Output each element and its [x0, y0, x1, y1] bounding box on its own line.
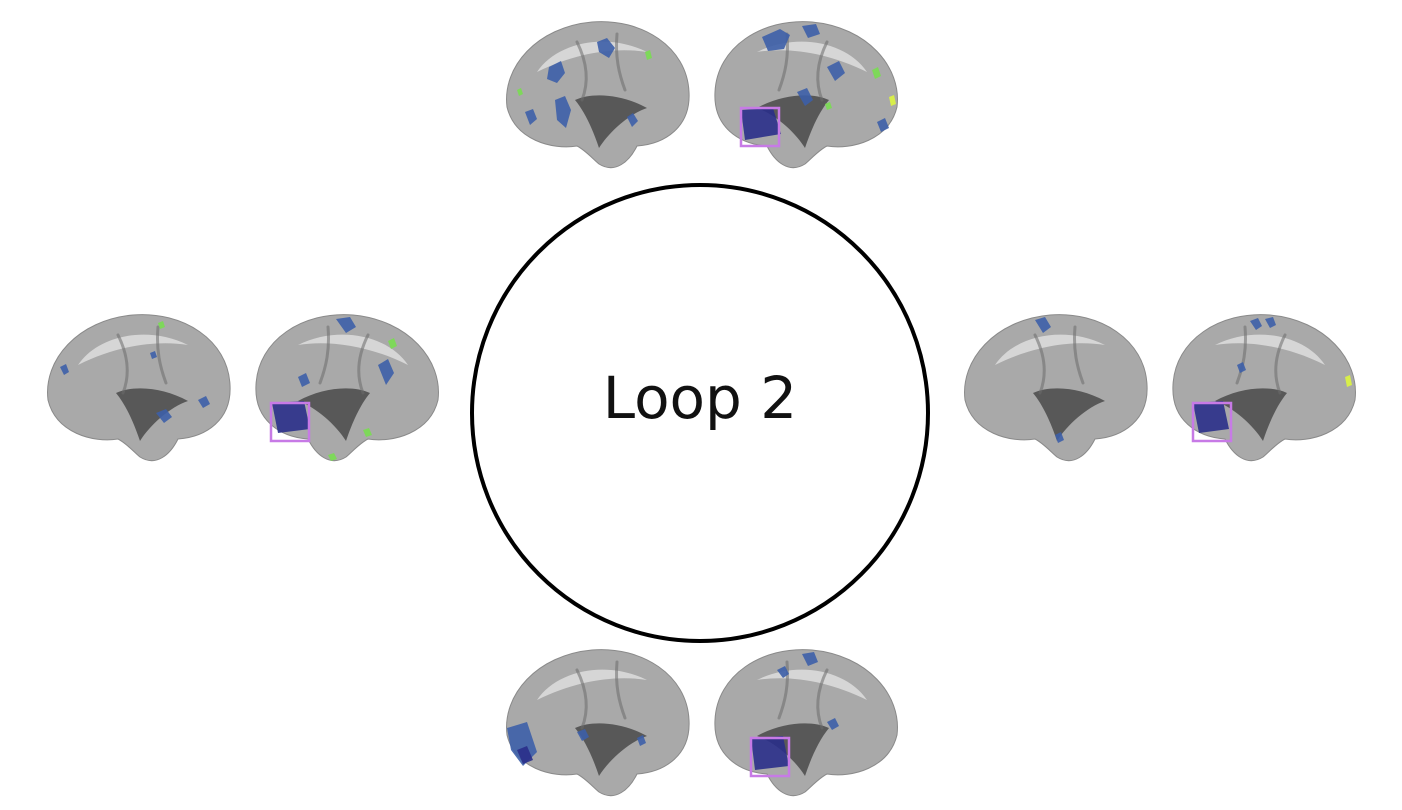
loop-label: Loop 2	[602, 364, 798, 432]
brain-right-hemisphere	[707, 12, 907, 182]
brain-pair-top	[497, 12, 907, 182]
roi-box	[749, 736, 791, 778]
loop-circle	[470, 183, 930, 643]
roi-box	[1191, 401, 1233, 443]
brain-right-hemisphere	[248, 305, 448, 475]
brain-left-hemisphere	[497, 640, 697, 810]
roi-box	[739, 106, 781, 148]
brain-right-hemisphere	[707, 640, 907, 810]
brain-left-hemisphere	[497, 12, 697, 182]
brain-pair-left	[38, 305, 448, 475]
brain-left-hemisphere	[38, 305, 238, 475]
brain-right-hemisphere	[1165, 305, 1365, 475]
roi-box	[269, 401, 311, 443]
brain-pair-right	[955, 305, 1365, 475]
brain-left-hemisphere	[955, 305, 1155, 475]
brain-pair-bottom	[497, 640, 907, 810]
